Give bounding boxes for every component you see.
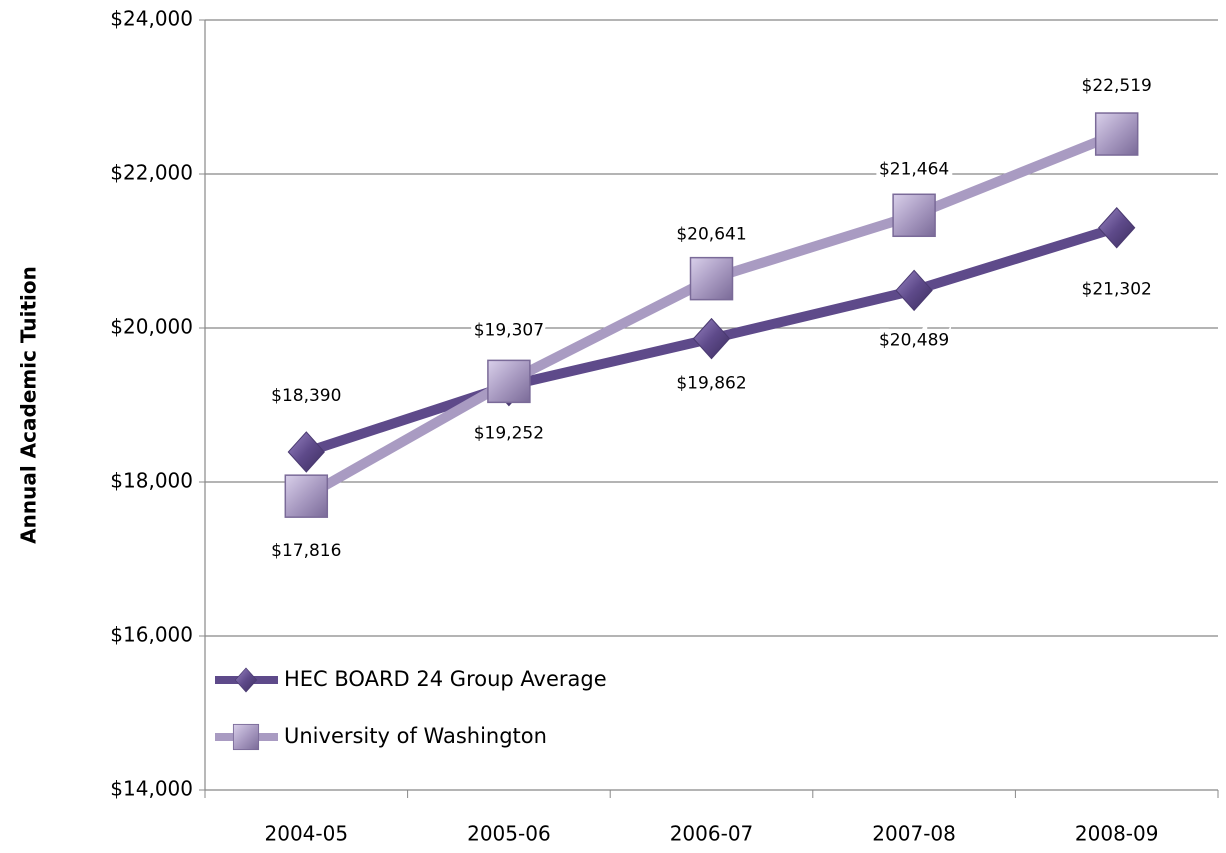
data-label: $19,862 — [676, 374, 746, 394]
data-label: $22,519 — [1082, 76, 1152, 96]
y-tick-label: $22,000 — [110, 161, 193, 185]
data-label: $21,302 — [1082, 280, 1152, 300]
legend-label: HEC BOARD 24 Group Average — [284, 667, 607, 691]
data-label: $20,641 — [676, 225, 746, 245]
y-tick-label: $24,000 — [110, 7, 193, 31]
data-label: $20,489 — [879, 330, 949, 350]
y-tick-label: $14,000 — [110, 777, 193, 801]
legend-marker — [232, 723, 260, 751]
y-axis-label: Annual Academic Tuition — [17, 266, 41, 544]
data-point — [892, 193, 936, 238]
data-label: $18,390 — [271, 386, 341, 406]
data-point — [1094, 112, 1139, 156]
data-label: $19,307 — [474, 320, 544, 340]
y-tick-label: $18,000 — [110, 469, 193, 493]
x-tick-label: 2006-07 — [670, 822, 754, 846]
x-tick-label: 2005-06 — [467, 822, 551, 846]
x-tick-label: 2004-05 — [265, 822, 349, 846]
data-point — [284, 474, 329, 518]
data-point — [487, 359, 531, 404]
data-label: $17,816 — [271, 541, 341, 561]
x-tick-label: 2007-08 — [872, 822, 956, 846]
data-point — [895, 269, 933, 312]
data-point — [689, 256, 734, 301]
series-line — [303, 129, 1119, 501]
x-tick-label: 2008-09 — [1075, 822, 1159, 846]
data-point — [287, 431, 325, 473]
data-label: $19,252 — [474, 424, 544, 444]
y-tick-label: $16,000 — [110, 623, 193, 647]
y-tick-label: $20,000 — [110, 315, 193, 339]
legend-label: University of Washington — [284, 724, 547, 748]
data-point — [1098, 206, 1136, 249]
legend-marker — [234, 667, 258, 693]
data-point — [692, 317, 731, 360]
data-label: $21,464 — [879, 159, 949, 179]
